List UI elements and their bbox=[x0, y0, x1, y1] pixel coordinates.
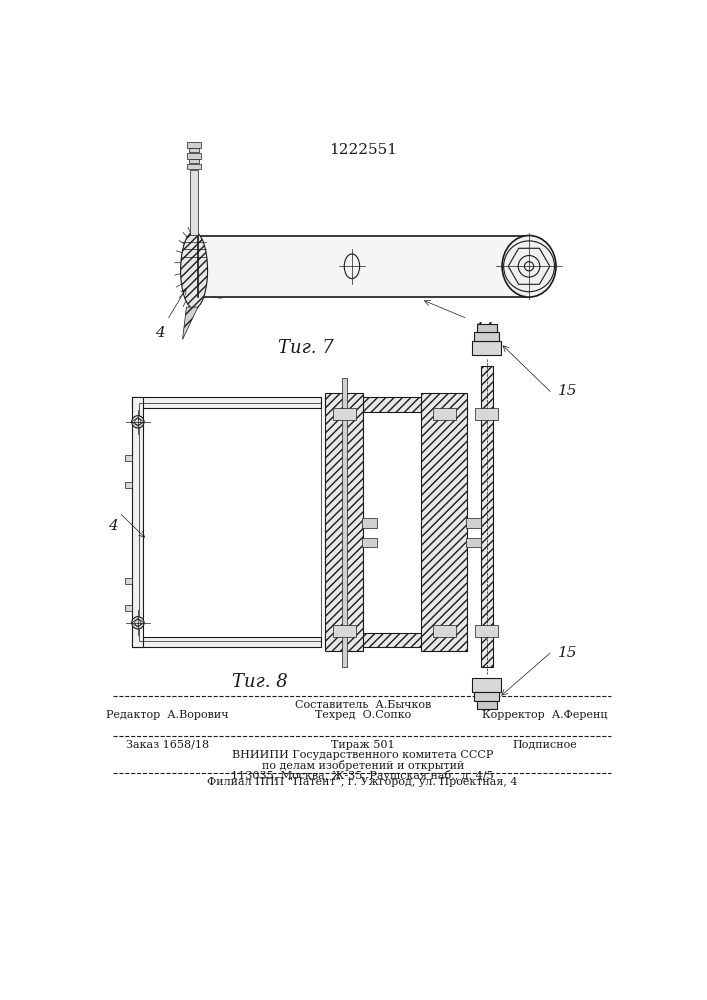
Polygon shape bbox=[182, 307, 198, 339]
Bar bbox=[362, 518, 378, 528]
Bar bbox=[475, 408, 498, 420]
Bar bbox=[132, 397, 321, 408]
Bar bbox=[433, 625, 456, 637]
Text: Корректор  А.Ференц: Корректор А.Ференц bbox=[481, 710, 607, 720]
Text: 15: 15 bbox=[559, 384, 578, 398]
Bar bbox=[132, 637, 321, 647]
Text: 113035, Москва, Ж-35, Раушская наб., д. 4/5: 113035, Москва, Ж-35, Раушская наб., д. … bbox=[231, 770, 494, 781]
Bar bbox=[466, 518, 481, 528]
Bar bbox=[325, 633, 467, 647]
Bar bbox=[325, 393, 363, 651]
Text: Техред  О.Сопко: Техред О.Сопко bbox=[315, 710, 411, 720]
Text: Составитель  А.Бычков: Составитель А.Бычков bbox=[295, 700, 431, 710]
Text: по делам изобретений и открытий: по делам изобретений и открытий bbox=[262, 760, 464, 771]
Bar bbox=[139, 403, 321, 641]
Bar bbox=[466, 538, 481, 547]
Bar bbox=[342, 378, 346, 667]
Bar bbox=[472, 678, 501, 692]
Text: 15: 15 bbox=[559, 646, 578, 660]
Text: Подписное: Подписное bbox=[512, 740, 577, 750]
Bar bbox=[475, 625, 498, 637]
Circle shape bbox=[132, 416, 144, 428]
Text: 1222551: 1222551 bbox=[329, 143, 397, 157]
Bar bbox=[481, 366, 493, 667]
Bar bbox=[477, 701, 497, 709]
Bar bbox=[477, 324, 497, 332]
Text: Τиг. 7: Τиг. 7 bbox=[278, 339, 334, 357]
Bar bbox=[472, 341, 501, 355]
Bar bbox=[189, 159, 199, 163]
Bar bbox=[333, 408, 356, 420]
Bar bbox=[421, 393, 467, 651]
Text: Филиал ППП "Патент", г. Ужгород, ул. Проектная, 4: Филиал ППП "Патент", г. Ужгород, ул. Про… bbox=[207, 777, 518, 787]
Text: Редактор  А.Ворович: Редактор А.Ворович bbox=[106, 710, 228, 720]
Bar bbox=[190, 170, 198, 235]
Text: Τиг. 8: Τиг. 8 bbox=[232, 673, 288, 691]
Bar bbox=[187, 164, 201, 169]
Bar bbox=[125, 455, 132, 461]
Text: 14: 14 bbox=[475, 322, 495, 336]
Bar bbox=[189, 148, 199, 152]
Bar bbox=[474, 692, 499, 701]
Bar bbox=[433, 408, 456, 420]
Bar bbox=[187, 153, 201, 158]
Text: 4: 4 bbox=[108, 519, 118, 533]
Bar bbox=[198, 235, 529, 297]
Bar bbox=[187, 142, 201, 148]
Text: Тираж 501: Тираж 501 bbox=[331, 740, 395, 750]
Bar bbox=[325, 397, 467, 412]
Bar bbox=[132, 397, 144, 647]
Bar bbox=[125, 578, 132, 584]
Bar bbox=[474, 332, 499, 341]
Text: Заказ 1658/18: Заказ 1658/18 bbox=[126, 740, 209, 750]
Bar bbox=[333, 625, 356, 637]
Bar bbox=[362, 538, 378, 547]
Bar bbox=[125, 605, 132, 611]
Text: 4: 4 bbox=[155, 326, 164, 340]
Bar bbox=[125, 482, 132, 488]
Text: ВНИИПИ Государственного комитета СССР: ВНИИПИ Государственного комитета СССР bbox=[232, 750, 493, 760]
Circle shape bbox=[132, 617, 144, 629]
Ellipse shape bbox=[180, 232, 208, 309]
Ellipse shape bbox=[502, 235, 556, 297]
